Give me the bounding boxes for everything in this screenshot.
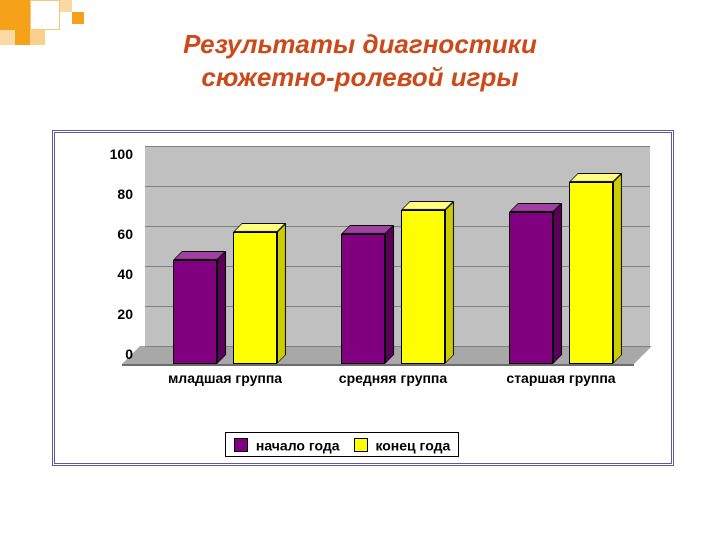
y-axis-label: 0 [103,346,133,362]
gridline [145,146,650,147]
bar-0-2 [509,212,553,364]
y-axis-label: 20 [103,306,133,322]
title-line-1: Результаты диагностики [183,29,537,59]
bar-1-2 [569,182,613,364]
bar-1-0 [233,232,277,364]
y-axis-label: 100 [103,146,133,162]
y-axis-label: 40 [103,266,133,282]
y-axis-label: 60 [103,226,133,242]
legend-label-0: начало года [256,437,340,453]
legend-swatch-1 [354,438,368,452]
x-axis-label: старшая группа [481,370,641,386]
bar-1-1 [401,210,445,364]
slide-title: Результаты диагностики сюжетно-ролевой и… [0,28,720,93]
x-axis-label: младшая группа [145,370,305,386]
legend-item-1: конец года [354,436,451,453]
legend-label-1: конец года [375,437,450,453]
legend-swatch-0 [234,438,248,452]
bar-0-1 [341,234,385,364]
title-line-2: сюжетно-ролевой игры [201,62,518,92]
y-axis-label: 80 [103,186,133,202]
x-axis-label: средняя группа [313,370,473,386]
chart-plot-floor-edge [122,364,634,366]
chart-legend: начало года конец года [225,432,459,457]
bar-0-0 [173,260,217,364]
legend-item-0: начало года [234,436,340,453]
